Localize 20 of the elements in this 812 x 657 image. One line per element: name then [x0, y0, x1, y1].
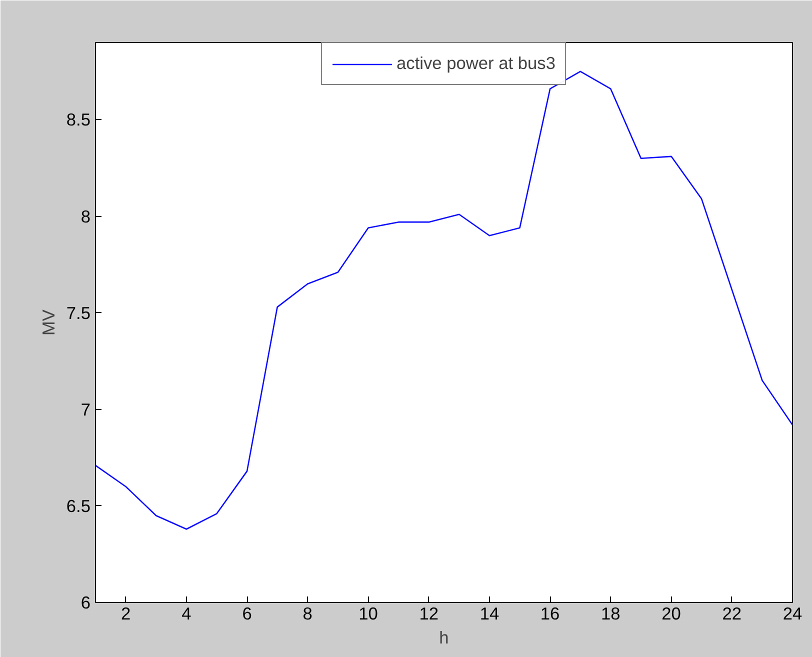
x-tick-label: 18 — [601, 604, 620, 624]
x-tick-label: 14 — [480, 604, 500, 624]
x-axis-title: h — [439, 628, 449, 648]
x-tick-label: 4 — [182, 604, 192, 624]
legend-label: active power at bus3 — [396, 53, 556, 74]
x-tick-label: 22 — [722, 604, 742, 624]
x-tick-label: 10 — [358, 604, 378, 624]
x-tick-label: 2 — [120, 604, 131, 624]
x-tick-label: 16 — [540, 604, 560, 624]
x-tick-label: 12 — [419, 604, 438, 624]
x-tick-label: 20 — [662, 604, 681, 624]
y-tick-label: 6.5 — [66, 496, 91, 516]
y-tick-label: 7 — [80, 399, 91, 420]
x-tick-label: 8 — [302, 604, 312, 624]
y-tick-label: 7.5 — [66, 302, 91, 323]
x-tick-label: 6 — [242, 604, 252, 624]
y-axis-title: MV — [38, 309, 58, 336]
y-tick-label: 8 — [80, 206, 91, 226]
x-tick-label: 24 — [782, 604, 802, 624]
y-tick-label: 8.5 — [66, 110, 91, 130]
